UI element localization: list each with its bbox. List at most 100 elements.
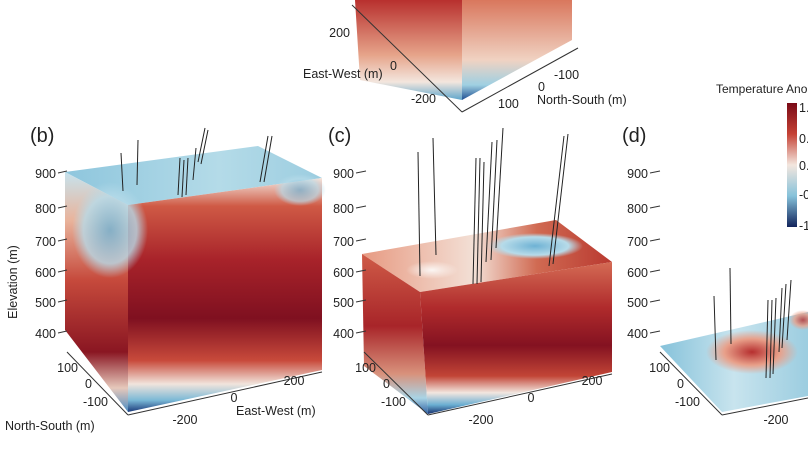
panel-c-ytick-2: -100	[381, 395, 406, 409]
panel-c-well	[485, 141, 493, 263]
panel-c-well	[552, 133, 569, 265]
panel-b-well	[200, 129, 209, 165]
panel-d-xtick-0: -200	[763, 413, 788, 427]
panel-b-cold-blob	[72, 182, 148, 278]
panel-d-ztick-mark	[649, 330, 661, 334]
panel-b-xtick-1: 0	[231, 391, 238, 405]
panel-a: 200 0 -200 -100 0 100 East-West (m) Nort…	[303, 0, 627, 113]
panel-c-ztick-mark	[355, 330, 367, 334]
panel-c-left-face	[362, 254, 428, 414]
colorbar-tick-0: 1.	[799, 101, 808, 115]
panel-b-ztick-1: 800	[35, 202, 56, 216]
panel-c-ztick-mark	[355, 269, 367, 273]
panel-c-z-axis	[355, 170, 367, 334]
panel-b-well	[185, 157, 189, 196]
panel-c-white-blob	[406, 261, 458, 279]
panel-c-xtick-0: -200	[468, 413, 493, 427]
panel-c-well	[472, 157, 477, 285]
panel-a-axis-ew	[351, 4, 463, 113]
panel-b-well	[177, 157, 181, 196]
panel-d-ztick-1: 800	[627, 202, 648, 216]
panel-c-ytick-0: 100	[355, 361, 376, 375]
panel-a-ylabel: North-South (m)	[537, 93, 627, 107]
colorbar-tick-2: 0.	[799, 159, 808, 173]
panel-b-ylabel: North-South (m)	[5, 419, 95, 433]
panel-d-well	[778, 287, 783, 353]
panel-d-wells	[713, 267, 792, 379]
panel-c-ztick-mark	[355, 170, 367, 174]
panel-d-ztick-5: 400	[627, 327, 648, 341]
panel-c-front-face	[420, 262, 612, 414]
panel-b-well	[136, 139, 139, 186]
panel-c-axis-ew	[427, 373, 613, 416]
panel-b-ytick-0: 100	[57, 361, 78, 375]
panel-d-z-axis	[649, 170, 661, 334]
panel-a-ytick-2: 100	[498, 97, 519, 111]
panel-d-ztick-mark	[649, 238, 661, 242]
panel-c-ztick-mark	[355, 299, 367, 303]
panel-d-hot-blob-2	[789, 310, 808, 330]
panel-d-ytick-0: 100	[649, 361, 670, 375]
panel-c-well	[490, 139, 498, 261]
panel-c-axis-ns	[363, 351, 429, 416]
panel-a-ytick-0: -100	[554, 68, 579, 82]
panel-b-well	[192, 147, 197, 181]
colorbar-title: Temperature Ano	[716, 82, 808, 96]
panel-b-ztick-mark	[57, 299, 68, 303]
panel-d-well	[729, 267, 732, 345]
panel-d-well	[765, 299, 769, 379]
panel-c-well	[495, 127, 504, 249]
panel-b-cold-blob-2	[274, 174, 326, 206]
panel-d-label: (d)	[622, 125, 646, 147]
panel-c-ztick-mark	[355, 238, 367, 242]
panel-c-ztick-5: 400	[333, 327, 354, 341]
panel-b-z-axis	[57, 170, 68, 334]
panel-b-ztick-0: 900	[35, 167, 56, 181]
panel-d-hot-blob	[706, 330, 798, 374]
panel-b-well	[263, 135, 273, 183]
panel-d-ztick-mark	[649, 205, 661, 209]
panel-d-ztick-mark	[649, 299, 661, 303]
panel-b-ytick-2: -100	[83, 395, 108, 409]
panel-d-well	[786, 279, 792, 341]
panel-c: (c) 900 800 700 600 5	[328, 125, 613, 427]
colorbar-tick-3: -0	[799, 188, 808, 202]
panel-b-ztick-5: 400	[35, 327, 56, 341]
panel-d-well	[781, 283, 787, 349]
panel-b-well	[259, 135, 269, 183]
panel-c-cold-blob	[487, 233, 583, 259]
panel-d-ztick-4: 500	[627, 296, 648, 310]
panel-c-xtick-2: 200	[582, 374, 603, 388]
panel-b-ztick-3: 600	[35, 266, 56, 280]
panel-b-well	[120, 152, 124, 192]
panel-d-well	[769, 299, 773, 379]
panel-b: (b) 900 800 700	[5, 125, 326, 433]
panel-c-ytick-1: 0	[383, 377, 390, 391]
panel-c-ztick-2: 700	[333, 235, 354, 249]
panel-d-axis-ew	[721, 397, 808, 416]
panel-d-ztick-mark	[649, 170, 661, 174]
panel-d-ztick-0: 900	[627, 167, 648, 181]
panel-b-ztick-4: 500	[35, 296, 56, 310]
panel-d: (d) 900 800 700 600 500 400	[622, 125, 808, 427]
colorbar-tick-1: 0.	[799, 132, 808, 146]
panel-c-wells	[417, 127, 569, 285]
panel-c-well	[548, 135, 565, 267]
panel-b-xtick-2: 200	[284, 374, 305, 388]
panel-a-right-face	[462, 0, 572, 100]
panel-b-ztick-mark	[57, 170, 68, 174]
panel-d-ztick-3: 600	[627, 266, 648, 280]
colorbar-tick-4: -1	[799, 219, 808, 233]
panel-d-ztick-2: 700	[627, 235, 648, 249]
panel-b-ztick-mark	[57, 269, 68, 273]
panel-a-axis-ns	[461, 47, 579, 113]
panel-c-ztick-4: 500	[333, 296, 354, 310]
panel-d-ytick-1: 0	[677, 377, 684, 391]
panel-c-well	[432, 137, 437, 256]
panel-c-ztick-mark	[355, 205, 367, 209]
colorbar-gradient	[787, 103, 797, 227]
panel-a-xlabel: East-West (m)	[303, 67, 383, 81]
panel-b-ztick-mark	[57, 238, 68, 242]
panel-b-ztick-mark	[57, 205, 68, 209]
panel-b-zlabel: Elevation (m)	[6, 245, 20, 319]
